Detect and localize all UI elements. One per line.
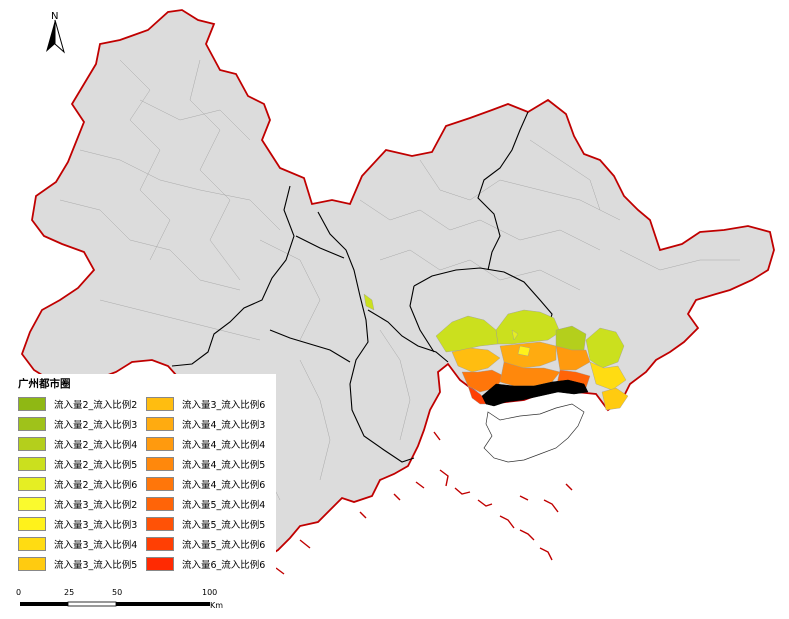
legend-swatch bbox=[146, 417, 174, 431]
legend-label: 流入量4_流入比例6 bbox=[182, 480, 266, 491]
legend-label: 流入量3_流入比例5 bbox=[54, 560, 138, 571]
legend-swatch bbox=[18, 397, 46, 411]
choropleth-districts bbox=[363, 293, 629, 411]
legend-item: 流入量4_流入比例4 bbox=[146, 434, 265, 454]
legend-swatch bbox=[18, 417, 46, 431]
legend-label: 流入量4_流入比例5 bbox=[182, 460, 266, 471]
legend-swatch bbox=[18, 497, 46, 511]
legend-item: 流入量2_流入比例4 bbox=[18, 434, 137, 454]
scale-unit-label: Km bbox=[210, 601, 224, 610]
scale-tick-label: 50 bbox=[112, 588, 123, 597]
legend-swatch bbox=[18, 557, 46, 571]
legend-item: 流入量3_流入比例4 bbox=[18, 534, 137, 554]
legend-label: 流入量2_流入比例3 bbox=[54, 420, 138, 431]
legend-swatch bbox=[18, 517, 46, 531]
legend-column-right: 流入量3_流入比例6 流入量4_流入比例3 流入量4_流入比例4 流入量4_流入比例5… bbox=[146, 394, 265, 574]
legend-item: 流入量2_流入比例3 bbox=[18, 414, 137, 434]
legend-item: 流入量2_流入比例2 bbox=[18, 394, 137, 414]
legend-label: 流入量2_流入比例2 bbox=[54, 400, 138, 411]
hotspot-core bbox=[481, 379, 589, 407]
legend-item: 流入量5_流入比例5 bbox=[146, 514, 265, 534]
legend-swatch bbox=[18, 437, 46, 451]
legend-item: 流入量3_流入比例2 bbox=[18, 494, 137, 514]
scale-bar: 0 25 50 100 Km bbox=[14, 588, 254, 616]
legend-swatch bbox=[146, 537, 174, 551]
legend-label: 流入量3_流入比例2 bbox=[54, 500, 138, 511]
legend-swatch bbox=[146, 457, 174, 471]
legend-item: 流入量3_流入比例6 bbox=[146, 394, 265, 414]
legend-label: 流入量2_流入比例4 bbox=[54, 440, 138, 451]
legend-swatch bbox=[146, 497, 174, 511]
legend-label: 流入量5_流入比例6 bbox=[182, 540, 266, 551]
legend-swatch bbox=[18, 477, 46, 491]
scale-tick-label: 100 bbox=[202, 588, 218, 597]
legend-swatch bbox=[18, 457, 46, 471]
map-legend: 广州都市圈 流入量2_流入比例2 流入量2_流入比例3 流入量2_流入比例4 流入量2… bbox=[14, 374, 276, 574]
neighbor-outline bbox=[483, 403, 585, 463]
legend-label: 流入量3_流入比例4 bbox=[54, 540, 138, 551]
legend-item: 流入量5_流入比例6 bbox=[146, 534, 265, 554]
legend-item: 流入量3_流入比例3 bbox=[18, 514, 137, 534]
north-arrow-icon bbox=[46, 19, 65, 54]
legend-swatch bbox=[18, 537, 46, 551]
scale-tick-label: 0 bbox=[16, 588, 22, 597]
legend-item: 流入量4_流入比例3 bbox=[146, 414, 265, 434]
legend-swatch bbox=[146, 397, 174, 411]
legend-item: 流入量2_流入比例6 bbox=[18, 474, 137, 494]
legend-title: 广州都市圈 bbox=[18, 378, 71, 390]
scale-tick-label: 25 bbox=[64, 588, 75, 597]
legend-item: 流入量2_流入比例5 bbox=[18, 454, 137, 474]
legend-label: 流入量5_流入比例4 bbox=[182, 500, 266, 511]
legend-label: 流入量2_流入比例5 bbox=[54, 460, 138, 471]
scale-bar-graphic bbox=[20, 601, 210, 607]
north-label: N bbox=[51, 11, 59, 22]
legend-label: 流入量3_流入比例3 bbox=[54, 520, 138, 531]
legend-item: 流入量4_流入比例6 bbox=[146, 474, 265, 494]
coastline-islands bbox=[275, 431, 573, 575]
legend-label: 流入量2_流入比例6 bbox=[54, 480, 138, 491]
legend-label: 流入量4_流入比例3 bbox=[182, 420, 266, 431]
legend-label: 流入量4_流入比例4 bbox=[182, 440, 266, 451]
legend-column-left: 流入量2_流入比例2 流入量2_流入比例3 流入量2_流入比例4 流入量2_流入比例5… bbox=[18, 394, 137, 574]
legend-swatch bbox=[146, 557, 174, 571]
city-boundaries bbox=[171, 111, 553, 463]
legend-item: 流入量3_流入比例5 bbox=[18, 554, 137, 574]
legend-label: 流入量3_流入比例6 bbox=[182, 400, 266, 411]
legend-item: 流入量4_流入比例5 bbox=[146, 454, 265, 474]
legend-item: 流入量5_流入比例4 bbox=[146, 494, 265, 514]
legend-swatch bbox=[146, 477, 174, 491]
legend-swatch bbox=[146, 437, 174, 451]
legend-label: 流入量5_流入比例5 bbox=[182, 520, 266, 531]
legend-item: 流入量6_流入比例6 bbox=[146, 554, 265, 574]
legend-label: 流入量6_流入比例6 bbox=[182, 560, 266, 571]
legend-swatch bbox=[146, 517, 174, 531]
